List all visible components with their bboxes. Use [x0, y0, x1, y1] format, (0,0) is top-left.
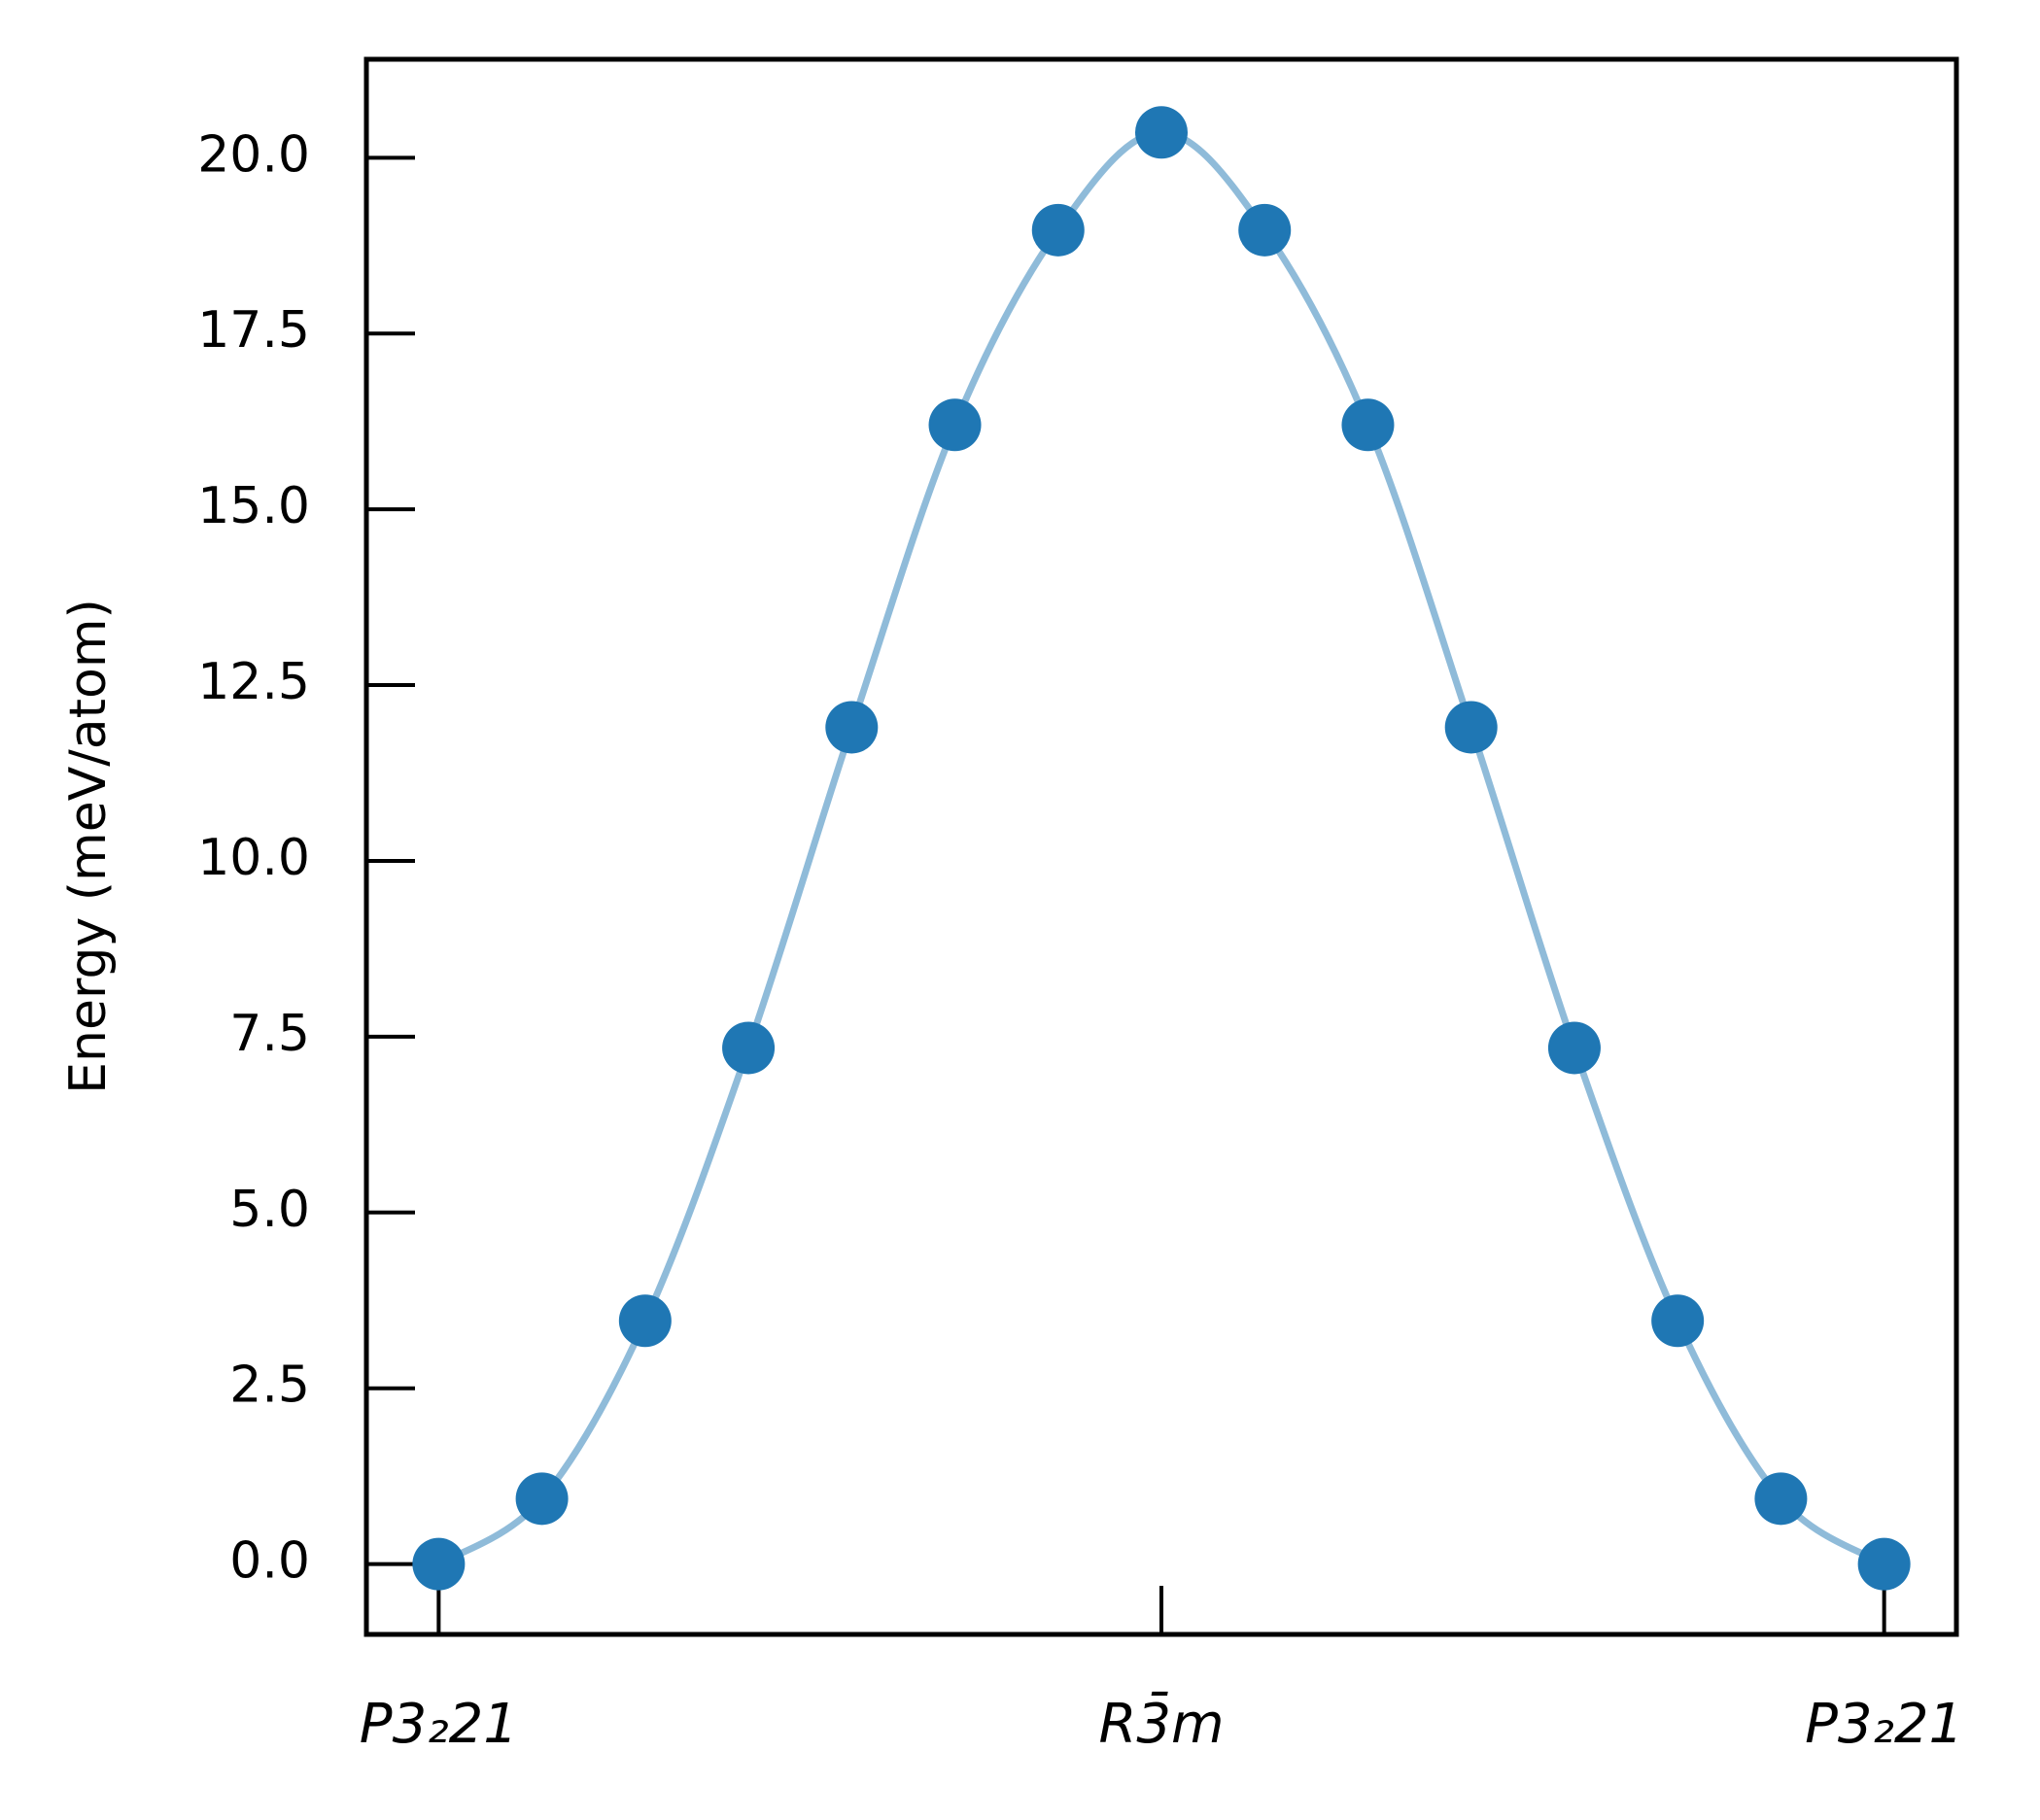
point — [618, 1294, 672, 1348]
y-tick-label: 15.0 — [197, 477, 310, 535]
y-tick-label: 2.5 — [229, 1356, 310, 1415]
line — [436, 128, 1886, 1567]
point — [412, 1537, 466, 1591]
point — [515, 1472, 569, 1526]
y-tick-label: 5.0 — [229, 1181, 310, 1239]
x-tick-label: P3₂21 — [1805, 1693, 1963, 1756]
y-tick-label: 12.5 — [197, 653, 310, 711]
point — [1238, 203, 1292, 257]
y-tick-label: 17.5 — [197, 301, 310, 360]
point — [1547, 1021, 1601, 1075]
point — [1651, 1294, 1705, 1348]
x-tick-label: P3₂21 — [360, 1693, 518, 1756]
point — [1754, 1472, 1808, 1526]
point — [825, 701, 879, 754]
y-axis-label: Energy (meV/atom) — [59, 599, 118, 1094]
point — [928, 398, 982, 452]
y-tick-label: 20.0 — [197, 125, 310, 184]
point — [1444, 701, 1498, 754]
y-tick-label: 0.0 — [229, 1532, 310, 1591]
point — [1031, 203, 1085, 257]
point — [722, 1021, 776, 1075]
point — [1857, 1537, 1911, 1591]
axes-frame — [363, 56, 1959, 1637]
point — [1135, 106, 1188, 159]
y-tick-label: 10.0 — [197, 829, 310, 887]
point — [1341, 398, 1395, 452]
y-tick-label: 7.5 — [229, 1005, 310, 1063]
x-tick-label: R3̄m — [1098, 1693, 1224, 1756]
